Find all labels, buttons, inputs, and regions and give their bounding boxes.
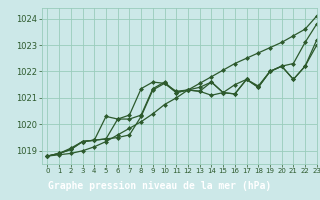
Text: Graphe pression niveau de la mer (hPa): Graphe pression niveau de la mer (hPa) (48, 181, 272, 191)
